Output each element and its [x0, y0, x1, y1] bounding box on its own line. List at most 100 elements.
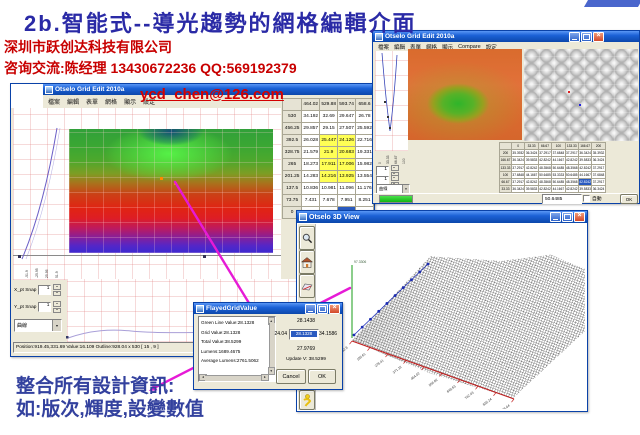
grid-cell[interactable]: 29.857	[301, 122, 321, 135]
grid-cell[interactable]: 35.3932	[510, 149, 526, 158]
grid-cell[interactable]: 37.6848	[591, 170, 606, 179]
chevron-down-icon[interactable]: ▼	[402, 185, 409, 193]
selected-grid-point[interactable]	[174, 182, 177, 185]
grid-cell[interactable]: 14.216	[319, 170, 339, 183]
grid-cell[interactable]: 39.5833	[577, 156, 593, 165]
menu-item-表單[interactable]: 表單	[410, 45, 422, 51]
list-item[interactable]: Green Line Value:28.1328	[201, 320, 255, 325]
grid-cell[interactable]: 39.5833	[577, 185, 593, 194]
grid-cell[interactable]: 19.331	[355, 146, 374, 159]
grid-cell[interactable]: 25.447	[319, 134, 339, 147]
grid-cell[interactable]: 48.3568	[564, 163, 579, 172]
grid-cell[interactable]: 36.3424	[510, 156, 526, 165]
titlebar[interactable]: Otselo Grid Edit 2010a	[43, 84, 378, 95]
list-item[interactable]: Total Value:38.5299	[201, 339, 242, 344]
maximize-icon[interactable]	[562, 212, 573, 222]
value-listbox[interactable]: Green Line Value:28.1328 Grid Value:28.13…	[198, 316, 276, 382]
x-snap-input[interactable]: 1	[38, 285, 52, 295]
menu-item-網格[interactable]: 網格	[105, 99, 118, 106]
grid-cell[interactable]: 21.9	[319, 146, 339, 159]
grid-cell[interactable]: 42.8242	[564, 156, 579, 165]
grid-cell[interactable]: 29.15	[319, 122, 339, 135]
grid-cell[interactable]: 50.6485	[551, 163, 566, 172]
curve-handle[interactable]	[203, 255, 206, 258]
selected-grid-point[interactable]	[160, 177, 163, 180]
grid-cell[interactable]: 34.192	[301, 110, 321, 123]
maximize-icon[interactable]	[317, 303, 328, 314]
grid-cell[interactable]: 11.096	[337, 182, 357, 195]
maximize-icon[interactable]	[581, 31, 592, 42]
grid-cell[interactable]: 44.1667	[551, 156, 566, 165]
wireframe-surface[interactable]	[351, 254, 585, 399]
grid-cell[interactable]: 50.6485	[551, 177, 566, 187]
close-icon[interactable]	[329, 303, 340, 314]
close-icon[interactable]	[574, 212, 585, 222]
grid-cell[interactable]: 11.176	[355, 182, 374, 195]
grid-cell[interactable]: 37.2917	[591, 177, 606, 187]
minimize-icon[interactable]	[569, 31, 580, 42]
list-item[interactable]: Lumens:1689.4675	[201, 348, 241, 354]
grid-cell[interactable]: 48.3568	[537, 163, 553, 172]
grid-cell[interactable]: 26.028	[301, 134, 321, 147]
grid-cell[interactable]: 50.6485	[537, 170, 553, 179]
value-input[interactable]: 50.6485	[542, 194, 582, 204]
grid-cell[interactable]: 8.251	[355, 194, 374, 207]
minimize-icon[interactable]	[305, 303, 316, 314]
menu-item-網格[interactable]: 網格	[426, 45, 438, 51]
minimize-icon[interactable]	[550, 212, 561, 222]
menu-item-設定[interactable]: 設定	[485, 45, 497, 51]
grid-cell[interactable]: 27.507	[337, 122, 357, 135]
grid-plot-area[interactable]: -51.9 -25.95 25.95 51.9	[13, 108, 281, 280]
grid-cell[interactable]: 37.2917	[510, 177, 526, 187]
grid-cell[interactable]: 10.836	[301, 182, 321, 195]
menu-item-顯示[interactable]: 顯示	[442, 45, 454, 51]
x-snap-spinner[interactable]	[53, 284, 62, 296]
grid-cell[interactable]: 42.8242	[577, 177, 593, 187]
grid-cell[interactable]: 37.2917	[564, 149, 579, 158]
menu-item-顯示[interactable]: 顯示	[124, 99, 137, 106]
cancel-button[interactable]: Cancel	[276, 369, 306, 384]
scroll-right-icon[interactable]: ►	[261, 373, 269, 381]
menu-item-編輯[interactable]: 編輯	[67, 99, 80, 106]
curve-handle[interactable]	[18, 255, 21, 258]
grid-cell[interactable]: 48.3568	[537, 177, 553, 187]
grid-cell[interactable]: 17.006	[337, 158, 357, 171]
grid-cell[interactable]: 7.951	[337, 194, 357, 207]
luminance-gradient-map[interactable]	[69, 129, 273, 253]
x-snap-input[interactable]: 1	[376, 166, 389, 176]
grid-cell[interactable]: 42.8242	[577, 163, 593, 172]
menu-item-Compare[interactable]: Compare	[458, 44, 481, 50]
grid-cell[interactable]: 39.5833	[524, 156, 539, 165]
grid-cell[interactable]: 39.5833	[524, 185, 539, 194]
grid-cell[interactable]: 42.8242	[524, 177, 539, 187]
grid-cell[interactable]: 53.3333	[551, 170, 566, 179]
grid-value-input[interactable]: 28.1328	[289, 329, 319, 340]
menu-item-表單[interactable]: 表單	[86, 99, 99, 106]
grid-cell[interactable]: 37.2917	[537, 149, 553, 158]
close-icon[interactable]	[593, 31, 604, 42]
grid-cell[interactable]: 10.981	[319, 182, 339, 195]
grid-cell[interactable]: 7.678	[319, 194, 339, 207]
titlebar[interactable]: FlayedGridValue	[194, 303, 342, 314]
menu-item-檔案[interactable]: 檔案	[48, 99, 61, 106]
curve-type-dropdown[interactable]: 曲線 ▼	[14, 319, 62, 332]
menu-item-編輯[interactable]: 編輯	[394, 45, 406, 51]
zoom-tool-button[interactable]	[299, 226, 315, 250]
grid-cell[interactable]: 42.8242	[537, 156, 553, 165]
home-view-button[interactable]	[299, 250, 315, 274]
grid-cell[interactable]: 13.554	[355, 170, 374, 183]
grid-cell[interactable]: 32.69	[319, 110, 339, 123]
grid-cell[interactable]: 42.8242	[537, 185, 553, 194]
grid-cell[interactable]: 42.8242	[564, 185, 579, 194]
grid-cell[interactable]: 37.2917	[510, 163, 526, 172]
menu-item-檔案[interactable]: 檔案	[378, 45, 390, 51]
grid-cell[interactable]: 7.431	[301, 194, 321, 207]
grid-cell[interactable]: 29.647	[337, 110, 357, 123]
ok-button[interactable]: OK	[620, 194, 638, 204]
compare-value-table[interactable]: 0 33.33 66.67 100 133.33 166.67 200 200 35.3932 3…	[499, 141, 606, 201]
grid-cell[interactable]: 37.2917	[591, 163, 606, 172]
list-item[interactable]: Grid Value:28.1328	[201, 329, 241, 335]
grid-cell[interactable]: 37.6848	[551, 149, 566, 158]
grid-cell[interactable]: 37.6848	[510, 170, 526, 179]
ok-button[interactable]: OK	[308, 369, 336, 384]
